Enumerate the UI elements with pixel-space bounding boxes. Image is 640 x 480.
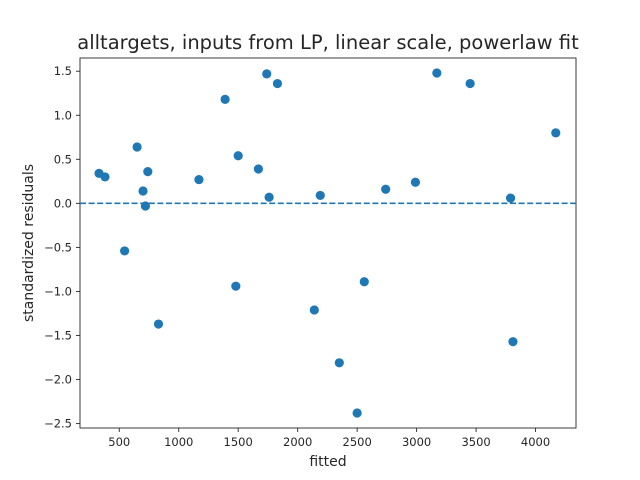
chart-title: alltargets, inputs from LP, linear scale… [77, 31, 579, 54]
y-tick-label: 0.0 [54, 196, 72, 210]
data-point [309, 305, 319, 315]
x-tick-label: 3500 [461, 435, 490, 449]
data-point [272, 78, 283, 89]
data-point [140, 201, 151, 211]
data-points-layer [94, 68, 561, 418]
data-point [359, 277, 369, 287]
x-tick-label: 1000 [164, 435, 193, 449]
x-axis-label: fitted [309, 454, 346, 470]
data-point [334, 358, 344, 368]
data-point [194, 174, 204, 185]
x-tick-label: 4000 [521, 435, 550, 449]
x-tick-label: 500 [108, 435, 130, 449]
data-point [231, 281, 241, 291]
data-point [120, 246, 130, 256]
plot-area-frame [79, 57, 577, 429]
x-axis-ticks: 500 1000 1500 2000 2500 3000 3500 4000 [108, 428, 550, 449]
data-point [352, 408, 362, 418]
y-tick-label: −0.5 [44, 240, 72, 254]
data-point [505, 193, 516, 203]
data-point [551, 128, 561, 138]
y-tick-label: −1.5 [44, 329, 72, 343]
data-point [233, 151, 243, 161]
y-axis-ticks: −2.5 −2.0 −1.5 −1.0 −0.5 0.0 0.5 1.0 1.5 [44, 64, 80, 431]
x-tick-label: 3000 [402, 435, 431, 449]
x-tick-label: 1500 [224, 435, 253, 449]
data-point [143, 167, 153, 177]
data-point [132, 142, 142, 152]
data-point [264, 192, 274, 202]
x-tick-label: 2000 [283, 435, 312, 449]
data-point [381, 184, 391, 194]
data-point [508, 337, 518, 347]
data-point [315, 190, 325, 201]
x-tick-label: 2500 [343, 435, 372, 449]
data-point [465, 78, 475, 89]
y-tick-label: 0.5 [54, 152, 72, 166]
y-tick-label: 1.0 [54, 108, 72, 122]
data-point [100, 172, 110, 182]
y-tick-label: −1.0 [44, 284, 72, 298]
data-point [253, 164, 264, 174]
y-tick-label: −2.5 [44, 417, 72, 431]
y-tick-label: 1.5 [54, 64, 72, 78]
data-point [220, 94, 230, 105]
y-axis-label: standardized residuals [21, 164, 37, 322]
data-point [138, 186, 148, 196]
data-point [262, 69, 272, 79]
data-point [432, 68, 442, 78]
y-tick-label: −2.0 [44, 373, 72, 387]
data-point [153, 319, 164, 329]
data-point [410, 177, 421, 187]
